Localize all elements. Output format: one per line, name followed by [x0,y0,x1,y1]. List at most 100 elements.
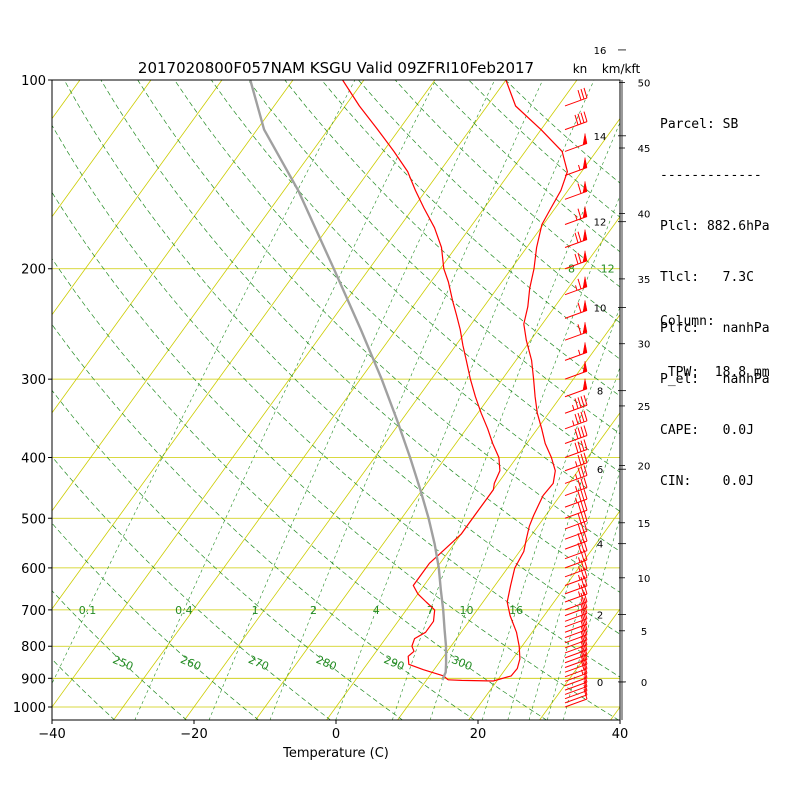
wind-barb-pennant [582,206,588,219]
wind-barb-flag [583,477,588,488]
wind-barb-pennant [582,133,588,146]
wind-barb-flag [583,644,588,655]
wind-barb [564,530,588,550]
tpw-value: TPW: 18.8 mm [660,365,770,380]
wind-barb-flag [580,490,585,501]
mixing-ratio-line [481,306,620,720]
wind-barb-flag [577,479,582,490]
isotherm-line [468,510,620,720]
wind-barb-flag [577,467,582,478]
wind-barb-shaft [564,681,588,691]
wind-barb-flag [580,411,585,423]
wind-barb-pennant [582,229,588,242]
wind-barb [564,361,588,380]
wind-barb-pennant [582,342,588,355]
wind-barb-shaft [564,530,588,540]
pressure-tick-label: 600 [21,562,46,577]
wind-barb [564,688,588,708]
wind-barb-pennant [582,250,588,263]
mixing-ratio-label: 1 [252,604,259,617]
wind-barb [564,540,588,560]
cin-value: CIN: 0.0J [660,474,754,489]
wind-barb [564,425,588,444]
dry-adiabat-line [52,658,116,720]
wind-barb [564,378,588,398]
column-heading: Column: [660,314,715,329]
wind-barb-flag [583,111,588,122]
isotherm-line [255,215,620,720]
kft-tick-label: 15 [638,519,651,530]
wind-barb [564,488,588,508]
isotherm-line [52,80,81,120]
wind-barb [564,465,588,484]
wind-barb-pennant [582,378,588,391]
wind-barb-flag [577,412,582,424]
mixing-ratio-line [429,195,620,720]
mixing-ratio-line [528,420,620,720]
wind-barb-flag [580,640,585,652]
wind-barb [564,276,588,296]
wind-barb [564,591,588,611]
dry-adiabat-line [52,191,620,720]
wind-barb-flag [583,680,588,691]
wind-barb-shaft [564,462,588,472]
mixing-ratio-line [208,80,495,720]
wind-barb-flag [577,89,582,101]
kft-tick-label: 5 [641,627,647,638]
kft-tick-label: 35 [638,275,651,286]
wind-barb [564,410,588,430]
mixing-ratio-line [546,470,620,720]
wind-barb-flag [577,231,582,242]
wind-barb-pennant [582,157,588,170]
wind-barb [564,250,588,270]
wind-barb-flag [574,114,579,126]
mixing-ratio-label: 12 [601,263,615,276]
mixing-ratio-line [134,80,436,720]
wind-barb-flag [580,440,585,451]
wind-barb-shaft [564,698,588,708]
plcl-value: Plcl: 882.6hPa [660,219,770,234]
knots-unit-label: kn [573,62,588,76]
wind-barb-flag [583,575,588,586]
wind-barb-shaft [564,449,588,458]
wind-barb-flag [574,232,579,243]
wind-barb-shaft [564,540,588,550]
wind-barb-half-flag [578,591,581,597]
wind-barb-half-flag [575,497,578,503]
wind-barb-flag [577,454,582,466]
altitude-axis: 0 2 4 6 8 10 12 14 16 0 5 10 15 20 25 30 35 40 45 50 [594,46,651,720]
km-tick-label: 10 [594,304,607,315]
wind-barb-shaft [564,121,588,131]
kft-tick-label: 30 [638,340,651,351]
parcel-info-panel: Parcel: SB ------------- Plcl: 882.6hPa … [660,82,770,507]
wind-barb-shaft [564,607,588,617]
wind-barb-shaft [564,644,588,654]
wind-barb [564,300,588,319]
wind-barb-shaft [564,559,588,569]
wind-barb-shaft [564,685,588,695]
km-kft-unit-label: km/kft [602,62,641,76]
plot-frame [51,79,621,721]
pressure-tick-label: 200 [21,263,46,278]
wind-barb-flag [580,453,585,465]
kft-tick-label: 40 [638,209,651,220]
wind-barb-flag [580,396,585,407]
pressure-tick-label: 100 [21,74,46,89]
wind-barb [564,644,588,664]
wind-barb-flag [583,439,588,450]
wind-barb-flag [583,521,588,532]
wind-barb-flag [583,684,588,696]
isotherm-line [326,314,620,720]
wind-barb-flag [580,532,585,543]
wind-barb-flag [583,530,588,542]
wind-barb-flag [583,639,588,651]
mixing-ratio-line [335,80,595,720]
cape-value: CAPE: 0.0J [660,423,754,438]
wind-barb [564,322,588,341]
wind-barb-shaft [564,404,588,414]
dry-adiabat-line [63,80,620,635]
dry-adiabat-label: 260 [179,653,203,673]
dry-adiabat-line [0,80,43,720]
wind-barb [564,452,588,472]
wind-barb-pennant [582,361,588,373]
